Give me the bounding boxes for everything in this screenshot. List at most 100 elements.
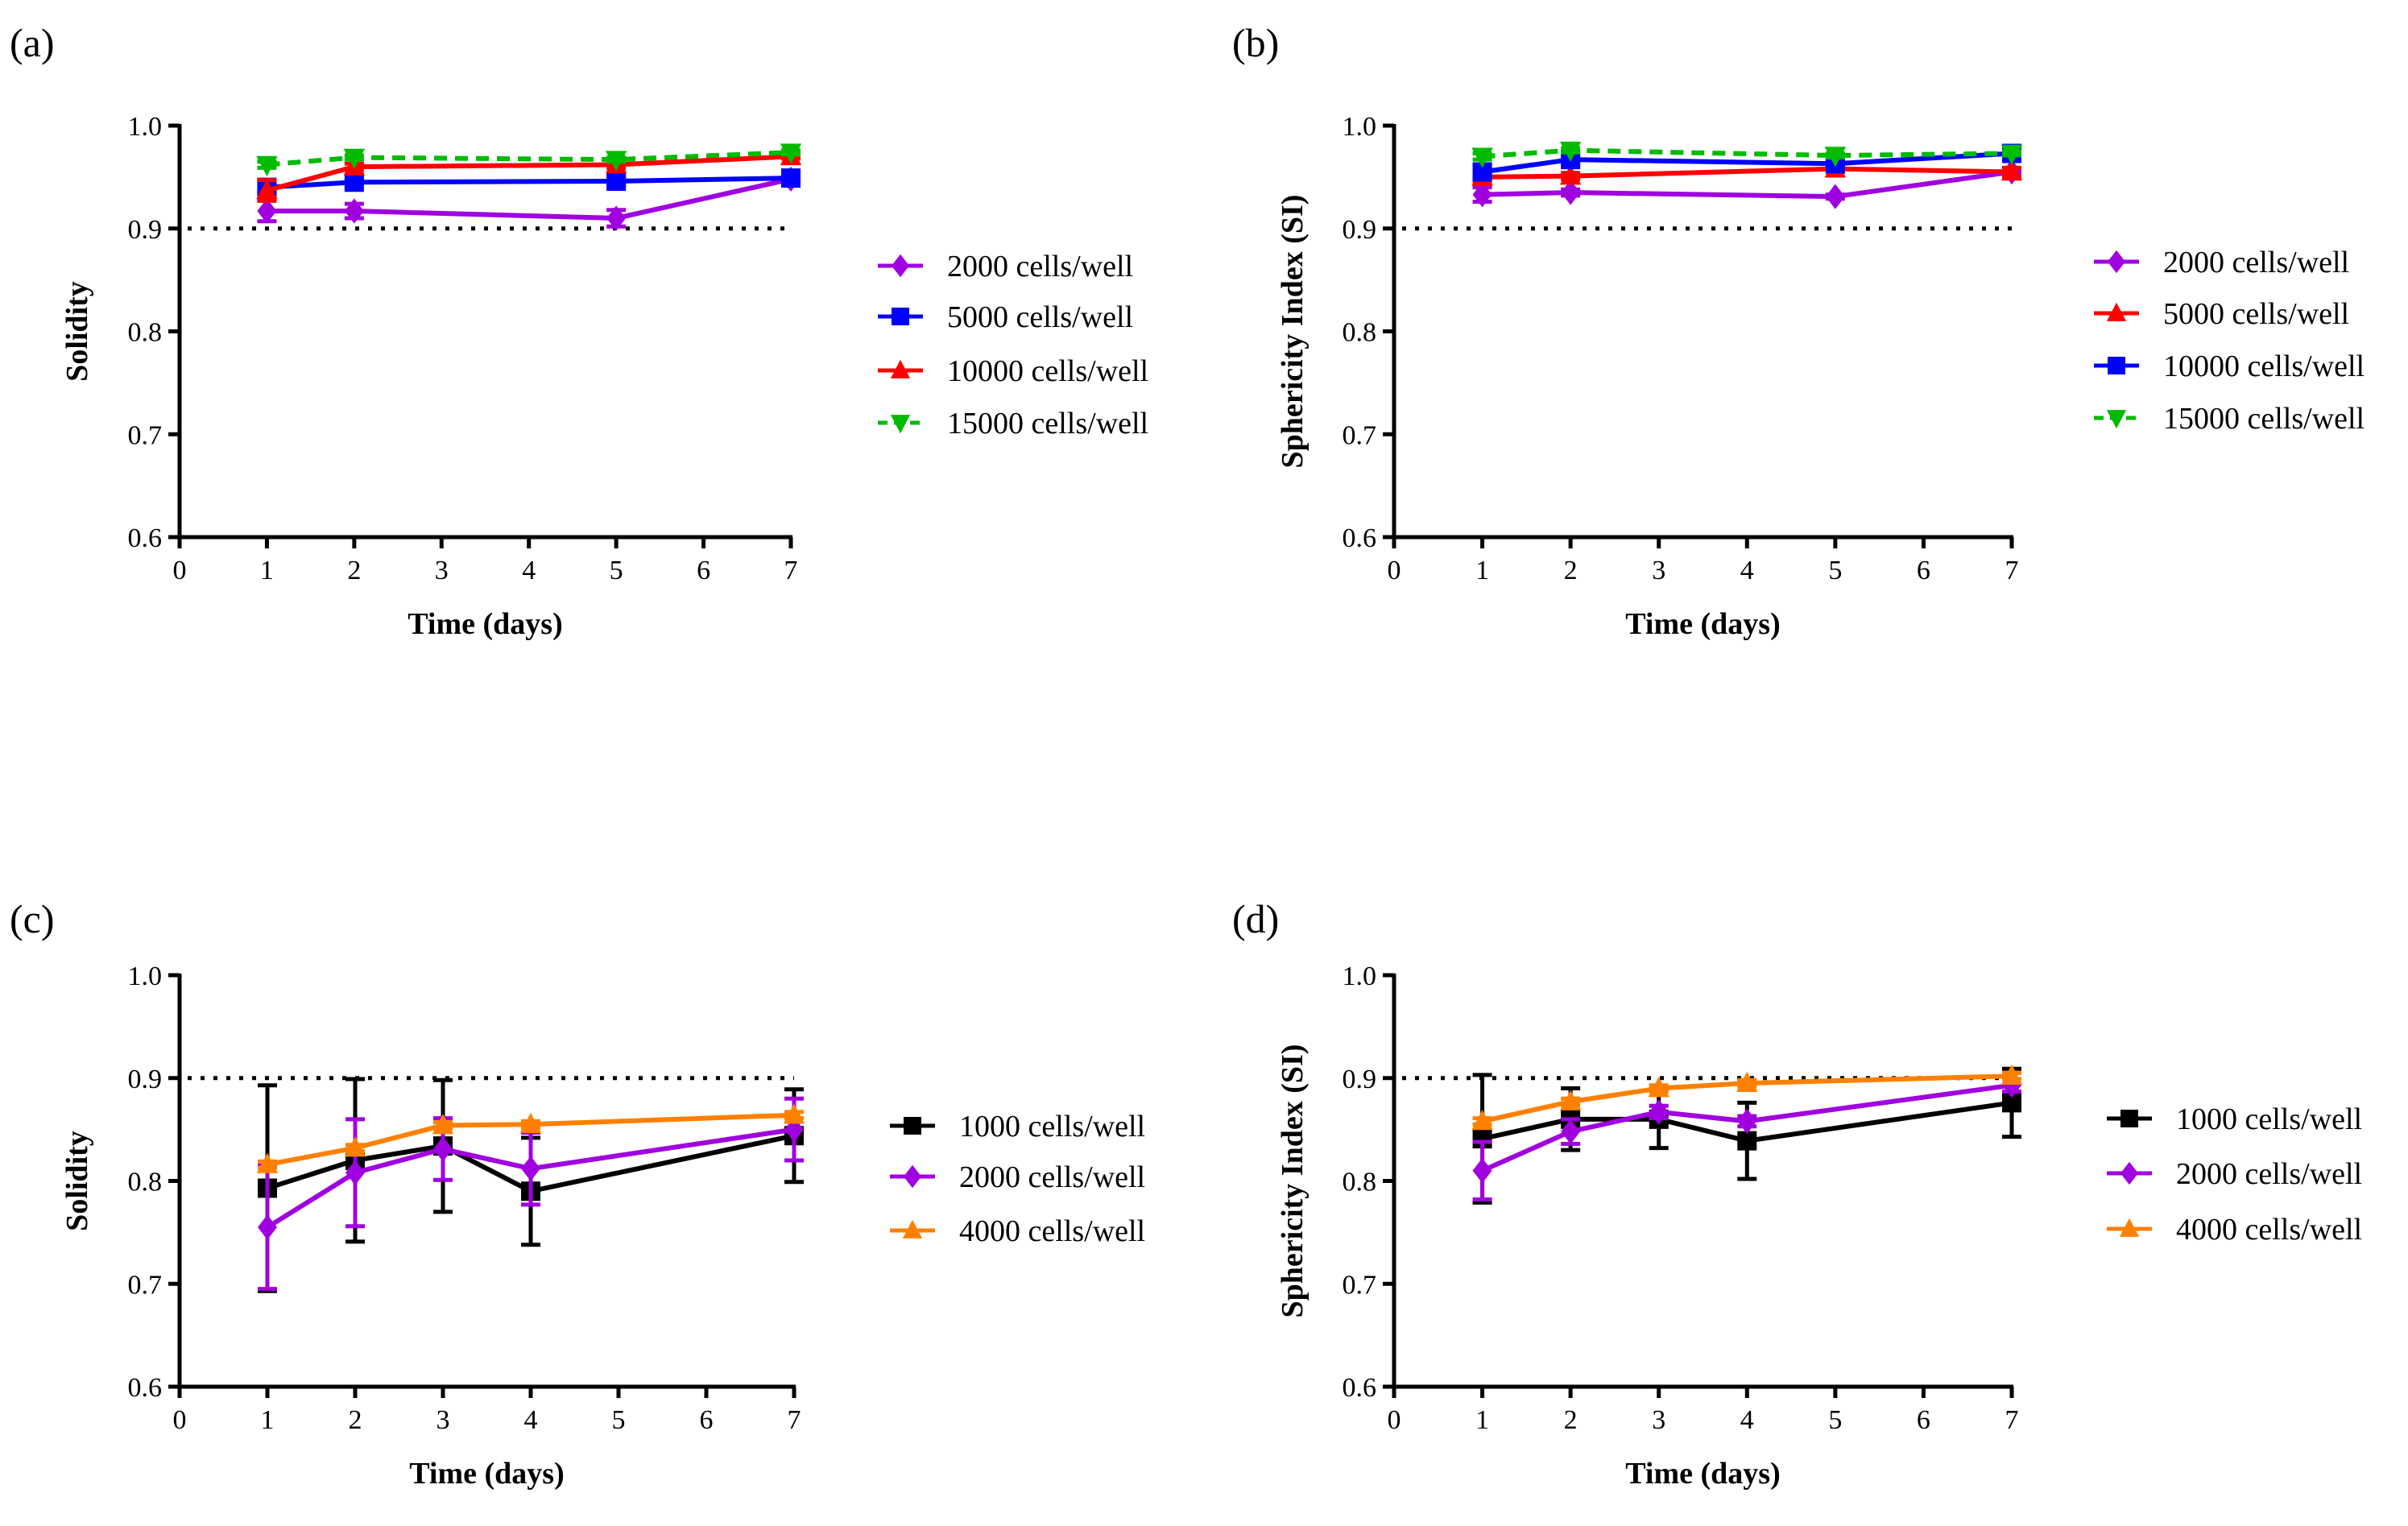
legend-marker — [902, 1219, 923, 1239]
x-tick-label: 1 — [261, 1405, 275, 1435]
x-tick-label: 4 — [524, 1405, 538, 1435]
data-point — [781, 168, 801, 188]
x-tick-label: 0 — [1388, 556, 1401, 585]
data-point — [1824, 147, 1847, 167]
chart-panel-a: 0.6 0.7 0.8 0.9 1.0 0 1 2 3 4 5 6 7 Time (days) Solidi… — [60, 112, 1148, 641]
legend-marker — [892, 308, 909, 325]
legend-label: 2000 cells/well — [947, 250, 1133, 283]
y-axis-title: Solidity — [60, 1131, 94, 1231]
data-point — [1649, 1099, 1669, 1125]
y-axis-title: Sphericity Index (SI) — [1276, 1044, 1310, 1318]
legend-marker — [2119, 1218, 2140, 1237]
legend-item: 2000 cells/well — [878, 250, 1133, 283]
series-line — [266, 154, 792, 193]
legend-marker — [2106, 302, 2127, 321]
series-5000-cells-well — [257, 168, 801, 197]
x-tick-label: 3 — [437, 1405, 450, 1435]
legend-item: 2000 cells/well — [2107, 1157, 2362, 1191]
legend-item: 1000 cells/well — [890, 1110, 1145, 1143]
x-tick-label: 2 — [1564, 1405, 1578, 1435]
data-point — [2000, 144, 2023, 165]
data-point — [1737, 1108, 1757, 1135]
x-tick-label: 1 — [1475, 1405, 1489, 1435]
data-point — [256, 155, 278, 176]
data-point — [519, 1112, 542, 1134]
legend-label: 4000 cells/well — [959, 1214, 1145, 1248]
data-point — [1559, 1090, 1582, 1110]
chart-panel-c: 0.6 0.7 0.8 0.9 1.0 0 1 2 3 4 5 6 7 Time (days) Solidi… — [60, 962, 1145, 1491]
y-tick-label: 1.0 — [1343, 112, 1377, 142]
x-axis-title: Time (days) — [1625, 607, 1780, 641]
data-point — [1472, 181, 1492, 208]
data-point — [1559, 164, 1582, 185]
legend-marker — [2106, 410, 2127, 429]
legend-marker — [892, 254, 909, 278]
y-tick-label: 1.0 — [1343, 962, 1377, 991]
data-point — [1648, 1077, 1669, 1098]
legend-marker — [890, 359, 911, 378]
y-tick-label: 0.7 — [1343, 1270, 1377, 1300]
data-point — [2000, 1064, 2023, 1085]
x-tick-label: 4 — [1740, 1405, 1754, 1435]
y-tick-label: 0.6 — [1343, 1373, 1377, 1403]
legend-item: 15000 cells/well — [878, 407, 1148, 440]
y-tick-label: 0.9 — [128, 215, 163, 245]
series-2000-cells-well — [257, 166, 801, 231]
data-point — [2002, 1093, 2021, 1113]
y-tick-label: 0.7 — [1343, 420, 1377, 450]
x-tick-label: 2 — [1564, 556, 1578, 585]
x-tick-label: 4 — [522, 556, 536, 585]
x-tick-label: 0 — [173, 1405, 187, 1435]
x-tick-label: 6 — [1917, 1405, 1930, 1435]
series-line — [1482, 169, 2013, 200]
y-tick-label: 0.9 — [1343, 215, 1377, 245]
legend-label: 5000 cells/well — [947, 300, 1133, 334]
data-point — [344, 198, 364, 224]
x-tick-label: 5 — [612, 1405, 626, 1435]
data-point — [258, 1214, 277, 1240]
y-axis-title: Sphericity Index (SI) — [1276, 195, 1310, 469]
legend-item: 1000 cells/well — [2107, 1102, 2362, 1136]
x-tick-label: 5 — [610, 556, 623, 585]
y-tick-label: 0.7 — [128, 420, 163, 450]
legend-item: 10000 cells/well — [2094, 349, 2365, 383]
data-point — [1561, 180, 1581, 205]
legend-marker — [904, 1117, 921, 1135]
data-point — [605, 151, 627, 172]
panel-label-d: (d) — [1232, 896, 1279, 941]
x-tick-label: 3 — [435, 556, 449, 585]
legend-marker — [2108, 250, 2125, 274]
chart-panel-d: 0.6 0.7 0.8 0.9 1.0 0 1 2 3 4 5 6 7 Time (days) Spheri… — [1276, 962, 2362, 1491]
data-point — [606, 205, 627, 231]
legend-label: 10000 cells/well — [947, 354, 1148, 388]
data-point — [1559, 141, 1582, 163]
data-point — [256, 179, 278, 200]
y-tick-label: 0.8 — [1343, 318, 1377, 348]
series-4000-cells-well — [1471, 1064, 2023, 1131]
panel-label-c: (c) — [10, 896, 55, 941]
legend-item: 10000 cells/well — [878, 354, 1148, 388]
x-axis-title: Time (days) — [408, 607, 562, 641]
data-point — [784, 1117, 804, 1143]
x-tick-label: 3 — [1652, 1405, 1665, 1435]
legend-item: 5000 cells/well — [2094, 297, 2349, 331]
y-tick-label: 1.0 — [128, 962, 163, 991]
legend-marker — [890, 415, 911, 434]
x-tick-label: 1 — [260, 556, 274, 585]
x-tick-label: 7 — [2005, 556, 2019, 585]
chart-panel-b: 0.6 0.7 0.8 0.9 1.0 0 1 2 3 4 5 6 7 Time (days) Spheri… — [1276, 112, 2365, 641]
series-4000-cells-well — [256, 1103, 805, 1173]
x-tick-label: 2 — [347, 556, 361, 585]
panel-label-a: (a) — [10, 20, 55, 65]
data-point — [2000, 160, 2023, 181]
legend-item: 2000 cells/well — [890, 1160, 1145, 1194]
y-tick-label: 0.8 — [128, 1168, 163, 1197]
legend-label: 10000 cells/well — [2163, 349, 2365, 383]
data-point — [345, 1160, 365, 1185]
data-point — [343, 148, 366, 170]
data-point — [780, 143, 802, 164]
y-tick-label: 0.6 — [1343, 523, 1377, 553]
data-point — [521, 1156, 540, 1181]
legend-label: 15000 cells/well — [2163, 402, 2365, 436]
x-tick-label: 7 — [784, 556, 798, 585]
